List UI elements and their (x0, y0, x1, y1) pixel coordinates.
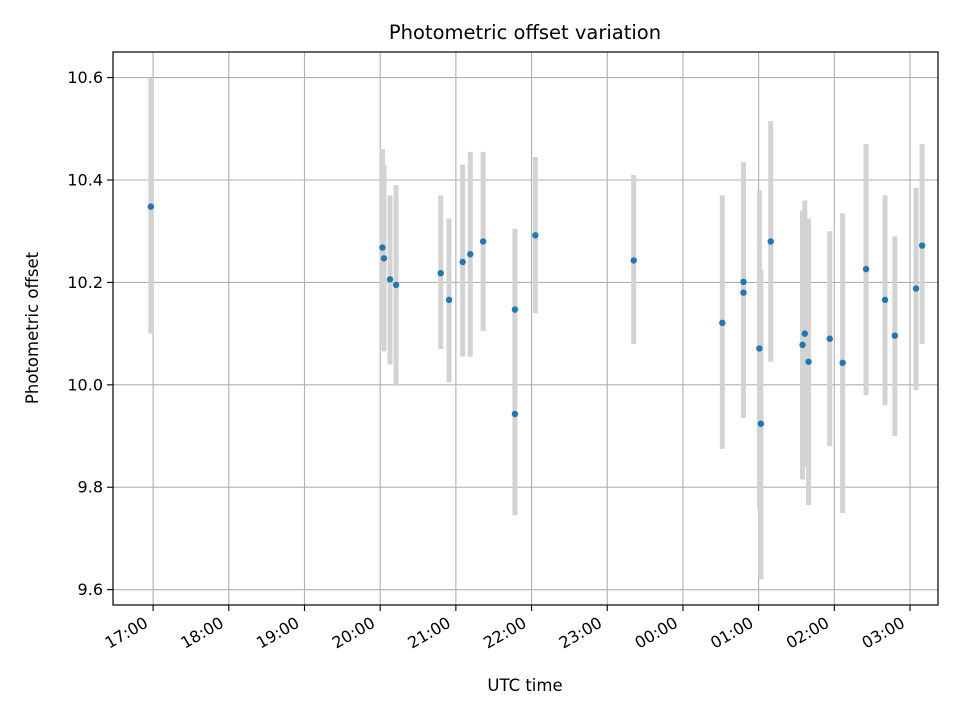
data-point (912, 285, 920, 292)
y-tick-label: 9.6 (78, 580, 103, 599)
data-point (511, 306, 519, 313)
data-point (805, 358, 812, 365)
chart-title: Photometric offset variation (389, 21, 661, 44)
data-point (839, 359, 846, 367)
data-point (891, 332, 899, 339)
data-point (740, 278, 747, 286)
data-point (511, 410, 519, 418)
x-axis-label: UTC time (487, 676, 562, 695)
data-point (479, 238, 487, 245)
data-point (630, 257, 637, 264)
data-point (799, 341, 806, 349)
data-points (147, 203, 926, 427)
data-point (740, 289, 747, 296)
y-tick-label: 10.0 (67, 375, 103, 394)
data-point (147, 203, 155, 210)
data-point (757, 420, 765, 427)
data-point (826, 335, 833, 342)
data-point (767, 238, 774, 245)
data-point (719, 319, 726, 327)
data-point (459, 258, 466, 266)
data-point (379, 244, 386, 251)
data-point (437, 270, 444, 277)
data-point (532, 232, 539, 239)
data-point (801, 330, 808, 337)
y-axis-label: Photometric offset (23, 251, 42, 404)
data-point (918, 242, 926, 249)
y-tick-label: 10.4 (67, 171, 103, 190)
plot-area (113, 52, 938, 605)
data-point (862, 265, 870, 273)
grid (113, 52, 938, 605)
data-point (380, 255, 388, 262)
y-tick-label: 10.2 (67, 273, 103, 292)
data-point (756, 345, 763, 352)
y-tick-label: 10.6 (67, 68, 103, 87)
data-point (467, 251, 474, 258)
data-point (445, 296, 453, 304)
data-point (386, 276, 394, 283)
data-point (881, 296, 889, 304)
plot-frame (112, 51, 939, 606)
y-tick-label: 9.8 (78, 478, 103, 497)
y-axis-ticks: 9.6 9.8 10.0 10.2 10.4 10.6 (67, 68, 113, 599)
data-point (392, 281, 400, 289)
